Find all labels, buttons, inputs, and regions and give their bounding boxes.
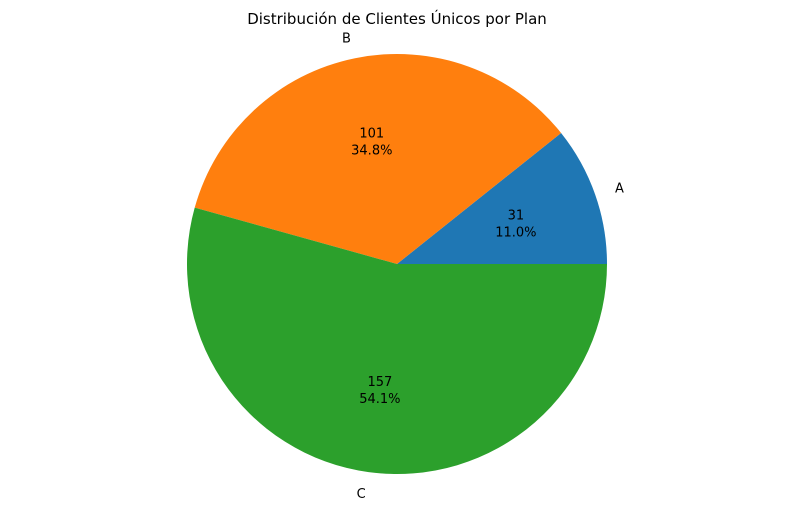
pie-slice-b [194, 54, 562, 264]
pie-slice-c [187, 207, 607, 475]
chart-title: Distribución de Clientes Únicos por Plan [247, 9, 547, 28]
slice-value-c: 157 [367, 375, 392, 390]
slice-label-b: B [342, 32, 351, 47]
pie-labels: A 31 11.0% B 101 34.8% C 157 54.1% [342, 32, 624, 502]
slice-percent-a: 11.0% [495, 225, 536, 240]
slice-label-a: A [615, 182, 624, 197]
slice-percent-b: 34.8% [351, 144, 392, 159]
slice-percent-c: 54.1% [359, 392, 400, 407]
slice-value-a: 31 [508, 208, 525, 223]
pie-slice-a [397, 132, 607, 264]
slice-value-b: 101 [359, 127, 384, 142]
pie-slices [187, 54, 607, 475]
slice-label-c: C [357, 487, 366, 502]
